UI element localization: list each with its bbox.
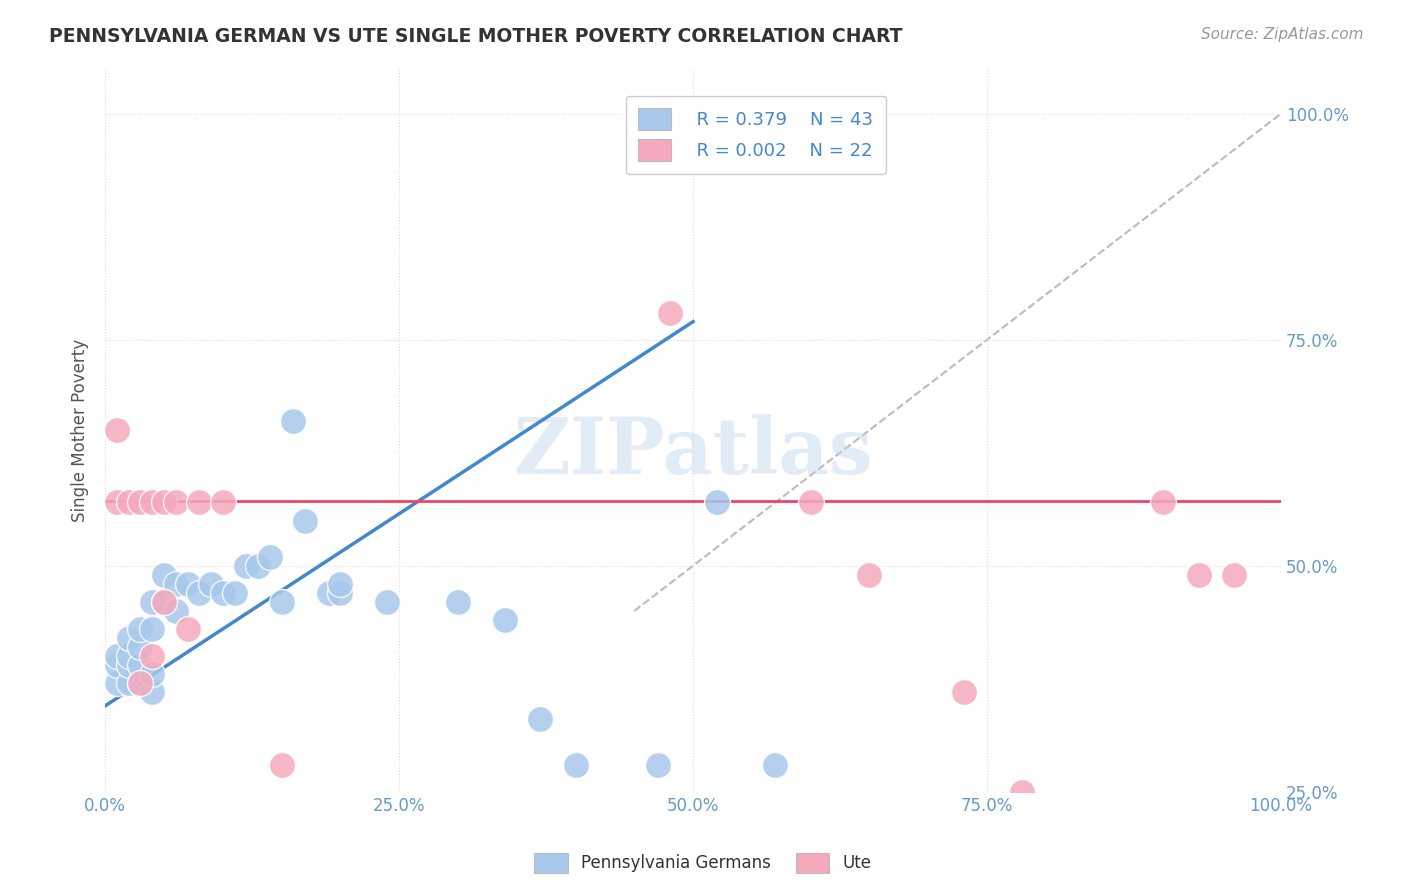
Point [952,685,974,699]
Point [118,676,141,690]
Point [153,595,176,609]
Point [105,658,128,673]
Point [1152,495,1174,509]
Point [141,649,163,664]
Point [800,495,823,509]
Point [1223,567,1246,582]
Point [153,567,176,582]
Point [141,622,163,636]
Point [118,658,141,673]
Point [188,586,211,600]
Point [377,595,399,609]
Point [835,812,858,826]
Text: PENNSYLVANIA GERMAN VS UTE SINGLE MOTHER POVERTY CORRELATION CHART: PENNSYLVANIA GERMAN VS UTE SINGLE MOTHER… [49,27,903,45]
Point [211,495,233,509]
Point [188,495,211,509]
Point [247,558,270,573]
Y-axis label: Single Mother Poverty: Single Mother Poverty [72,339,89,522]
Point [118,495,141,509]
Point [200,576,222,591]
Point [129,640,152,654]
Point [1188,567,1211,582]
Point [165,495,187,509]
Point [329,586,352,600]
Point [283,414,305,428]
Point [141,595,163,609]
Point [1011,785,1033,799]
Point [647,757,669,772]
Point [329,576,352,591]
Point [165,604,187,618]
Point [105,495,128,509]
Point [153,495,176,509]
Point [118,649,141,664]
Point [129,676,152,690]
Point [706,495,728,509]
Point [211,586,233,600]
Point [529,712,551,726]
Point [494,613,516,627]
Point [129,676,152,690]
Text: Source: ZipAtlas.com: Source: ZipAtlas.com [1201,27,1364,42]
Point [294,514,316,528]
Point [141,667,163,681]
Point [129,622,152,636]
Point [447,595,470,609]
Point [176,576,198,591]
Point [105,423,128,437]
Point [259,549,281,564]
Point [224,586,246,600]
Point [165,576,187,591]
Point [105,649,128,664]
Point [658,305,681,319]
Point [270,757,292,772]
Point [235,558,257,573]
Point [763,757,786,772]
Point [270,595,292,609]
Point [176,622,198,636]
Point [141,685,163,699]
Point [129,658,152,673]
Point [129,495,152,509]
Legend: Pennsylvania Germans, Ute: Pennsylvania Germans, Ute [527,847,879,880]
Text: ZIPatlas: ZIPatlas [513,414,873,490]
Point [153,595,176,609]
Point [105,676,128,690]
Point [118,631,141,645]
Point [318,586,340,600]
Point [1116,866,1139,880]
Point [858,567,880,582]
Legend:   R = 0.379    N = 43,   R = 0.002    N = 22: R = 0.379 N = 43, R = 0.002 N = 22 [626,95,886,174]
Point [564,757,586,772]
Point [141,495,163,509]
